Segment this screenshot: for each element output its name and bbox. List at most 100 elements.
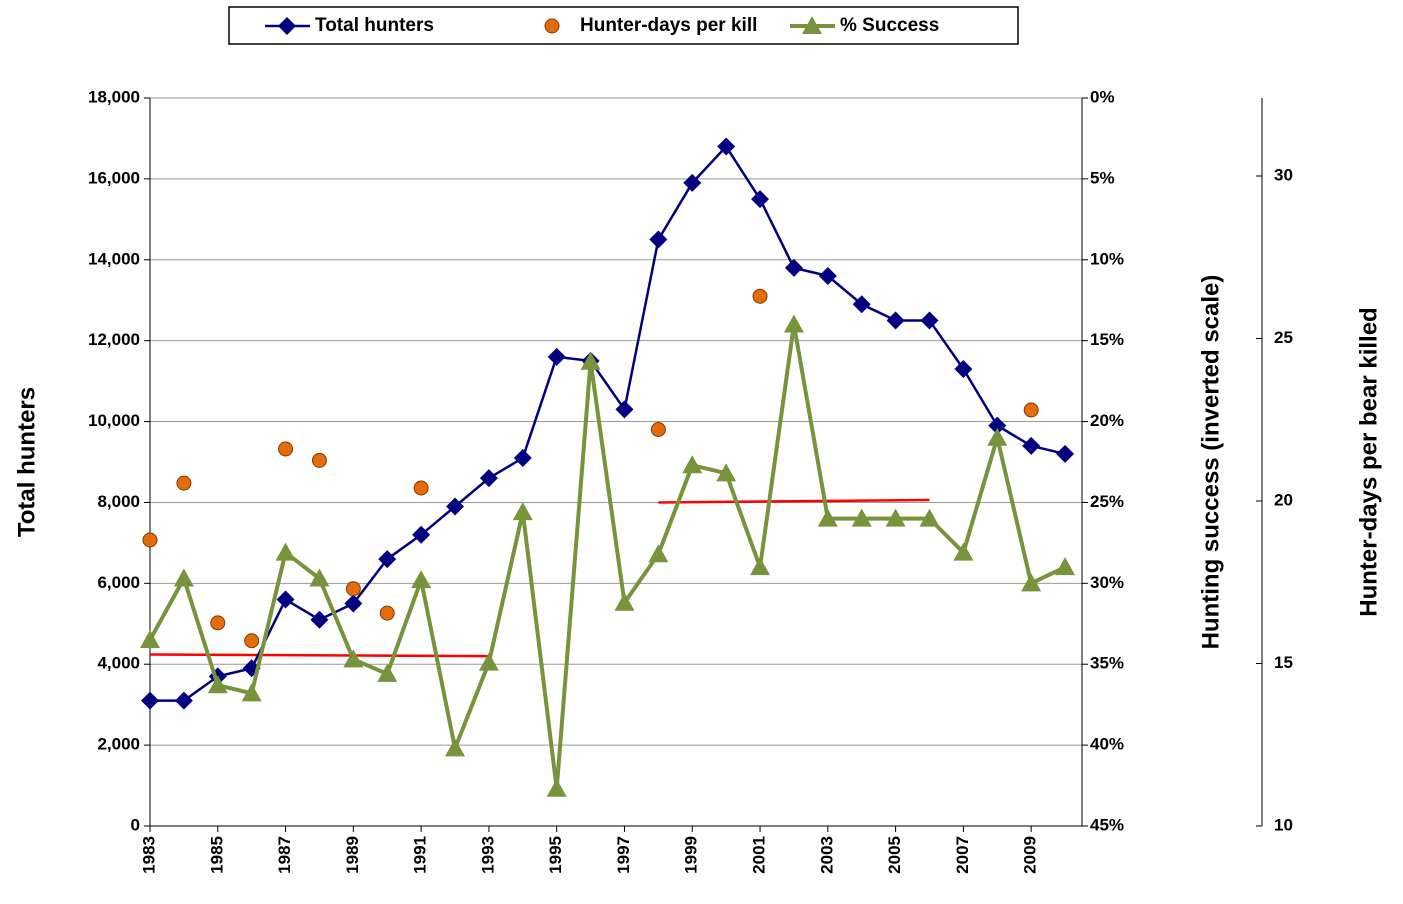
legend-label: % Success bbox=[840, 15, 939, 36]
series-line bbox=[150, 144, 1066, 702]
data-point bbox=[783, 314, 804, 333]
data-point bbox=[852, 295, 871, 314]
data-point bbox=[615, 400, 634, 419]
y-tick-label: 16,000 bbox=[88, 168, 140, 187]
trend-line bbox=[658, 498, 930, 504]
x-tick-label: 1995 bbox=[546, 836, 565, 874]
data-point bbox=[140, 629, 160, 648]
data-point bbox=[818, 266, 837, 285]
data-point bbox=[446, 497, 465, 516]
legend-marker bbox=[278, 17, 296, 35]
data-point bbox=[344, 594, 363, 613]
data-point bbox=[614, 592, 635, 611]
data-point bbox=[717, 137, 736, 156]
series-line bbox=[148, 324, 1066, 790]
data-point bbox=[546, 778, 567, 797]
data-point bbox=[512, 502, 533, 521]
data-point bbox=[650, 422, 666, 437]
y2-tick-label: 45% bbox=[1090, 815, 1124, 834]
x-tick-label: 1987 bbox=[275, 836, 294, 874]
x-tick-label: 1991 bbox=[411, 836, 430, 874]
y-tick-label: 8,000 bbox=[97, 492, 140, 511]
data-point bbox=[649, 230, 668, 249]
data-point bbox=[953, 542, 974, 561]
data-point bbox=[479, 469, 498, 488]
data-point bbox=[1023, 402, 1039, 418]
data-point bbox=[311, 452, 327, 468]
x-tick-label: 1993 bbox=[478, 836, 497, 874]
y-tick-label: 2,000 bbox=[97, 735, 140, 754]
y2-tick-label: 25% bbox=[1090, 492, 1124, 511]
y2-tick-label: 15% bbox=[1090, 330, 1124, 349]
data-point bbox=[580, 351, 601, 370]
x-tick-label: 2001 bbox=[750, 836, 769, 874]
data-point bbox=[142, 532, 158, 548]
data-point bbox=[886, 311, 905, 330]
data-point bbox=[851, 508, 872, 527]
y2-tick-label: 30% bbox=[1090, 573, 1124, 592]
data-point bbox=[478, 652, 499, 671]
data-point bbox=[244, 633, 260, 649]
y2-axis-title: Hunting success (inverted scale) bbox=[1197, 275, 1224, 650]
data-point bbox=[343, 649, 364, 668]
y2-tick-label: 40% bbox=[1090, 735, 1124, 754]
legend-label: Hunter-days per kill bbox=[580, 15, 757, 36]
y-tick-label: 0 bbox=[131, 815, 140, 834]
x-tick-label: 1997 bbox=[614, 836, 633, 874]
x-tick-label: 1983 bbox=[139, 836, 158, 874]
y3-tick-label: 15 bbox=[1274, 653, 1293, 672]
y-tick-label: 14,000 bbox=[88, 249, 140, 268]
data-point bbox=[513, 448, 532, 467]
data-point bbox=[174, 691, 193, 710]
data-point bbox=[275, 542, 296, 561]
data-point bbox=[378, 550, 397, 569]
data-point bbox=[784, 258, 803, 277]
data-point bbox=[648, 544, 669, 563]
x-tick-label: 1999 bbox=[682, 836, 701, 874]
data-point bbox=[1056, 444, 1075, 463]
y-tick-label: 10,000 bbox=[88, 411, 140, 430]
data-point bbox=[210, 615, 226, 631]
data-point bbox=[413, 480, 429, 496]
data-point bbox=[682, 455, 703, 474]
data-point bbox=[176, 475, 192, 491]
y-tick-label: 12,000 bbox=[88, 330, 140, 349]
data-point bbox=[141, 691, 159, 710]
data-point bbox=[1021, 573, 1042, 592]
y-tick-label: 6,000 bbox=[97, 573, 140, 592]
data-point bbox=[1055, 557, 1076, 576]
data-point bbox=[309, 568, 330, 587]
legend-box bbox=[228, 6, 1019, 45]
data-point bbox=[683, 173, 702, 192]
x-tick-label: 2003 bbox=[817, 836, 836, 874]
data-point bbox=[276, 590, 295, 609]
y3-tick-label: 10 bbox=[1274, 815, 1293, 834]
y2-tick-label: 0% bbox=[1090, 87, 1115, 106]
y-tick-label: 4,000 bbox=[97, 654, 140, 673]
y3-tick-label: 25 bbox=[1274, 328, 1293, 347]
x-tick-label: 1985 bbox=[207, 836, 226, 874]
data-point bbox=[920, 311, 939, 330]
y3-tick-label: 20 bbox=[1274, 490, 1293, 509]
data-point bbox=[412, 525, 431, 544]
data-point bbox=[207, 675, 228, 694]
y2-tick-label: 20% bbox=[1090, 411, 1124, 430]
data-point bbox=[379, 605, 395, 621]
data-point bbox=[241, 683, 262, 702]
data-point bbox=[987, 427, 1008, 446]
y-axis-title: Total hunters bbox=[13, 387, 40, 537]
legend-marker bbox=[544, 18, 560, 34]
y-tick-label: 18,000 bbox=[88, 87, 140, 106]
data-point bbox=[751, 190, 770, 209]
data-point bbox=[547, 347, 566, 366]
data-point bbox=[411, 570, 432, 589]
data-point bbox=[345, 581, 361, 597]
data-point bbox=[954, 359, 973, 378]
y2-tick-label: 35% bbox=[1090, 654, 1124, 673]
data-point bbox=[1022, 436, 1041, 455]
data-point bbox=[310, 610, 329, 629]
y2-tick-label: 5% bbox=[1090, 168, 1115, 187]
data-point bbox=[919, 508, 940, 527]
data-point bbox=[377, 663, 398, 682]
